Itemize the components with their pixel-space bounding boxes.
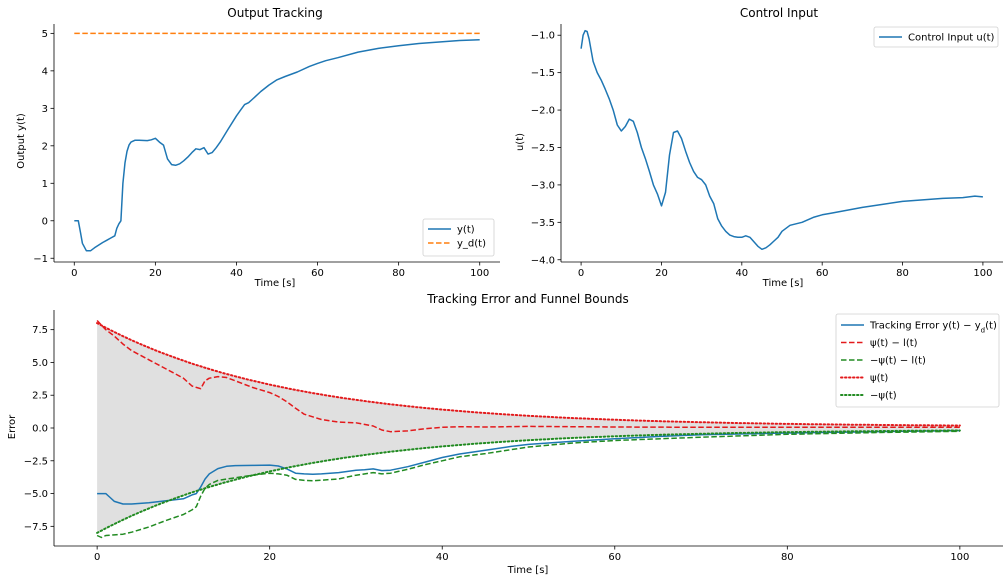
funnel-region [97, 323, 960, 533]
y-tick-label: 1 [42, 179, 48, 190]
x-tick-label: 0 [94, 552, 100, 563]
y-tick-label: 7.5 [32, 325, 48, 336]
chart-title: Output Tracking [227, 6, 322, 20]
x-tick-label: 80 [781, 552, 794, 563]
y-tick-label: −2.0 [531, 106, 555, 117]
y-tick-label: −1.5 [531, 68, 555, 79]
legend-label: −ψ(t) [870, 391, 897, 402]
series-line-0 [580, 29, 983, 251]
x-axis-label: Time [s] [762, 278, 804, 289]
legend-label: ψ(t) [870, 373, 888, 384]
x-tick-label: 80 [392, 268, 405, 279]
x-tick-label: 0 [71, 268, 77, 279]
series-line-1 [96, 319, 960, 433]
y-tick-label: 0 [42, 216, 48, 227]
y-tick-label: −1.0 [531, 31, 555, 42]
y-tick-label: 2.5 [32, 391, 48, 402]
x-tick-label: 60 [311, 268, 324, 279]
series-line-4 [96, 429, 961, 534]
legend-label: y_d(t) [457, 239, 486, 250]
series-line-3 [96, 322, 961, 427]
x-tick-label: 20 [263, 552, 276, 563]
chart-title: Control Input [740, 6, 819, 20]
chart-control-input: Control Input Time [s] u(t) 0 20 40 60 80 100… [515, 6, 1003, 289]
x-tick-label: 100 [950, 552, 969, 563]
y-axis-label: Output y(t) [16, 113, 27, 169]
x-tick-label: 40 [735, 268, 748, 279]
y-axis-label: u(t) [515, 133, 526, 151]
chart-title: Tracking Error and Funnel Bounds [426, 292, 628, 306]
x-tick-label: 80 [896, 268, 909, 279]
y-tick-label: −2.5 [24, 456, 48, 467]
legend-label: −ψ(t) − l(t) [870, 356, 926, 367]
y-tick-label: −4.0 [531, 255, 555, 266]
y-tick-label: −1 [33, 254, 48, 265]
x-tick-label: 40 [436, 552, 449, 563]
x-tick-label: 100 [470, 268, 489, 279]
y-tick-label: 5 [42, 29, 48, 40]
legend-label: Tracking Error y(t) − yd(t) [869, 321, 997, 335]
legend: Tracking Error y(t) − yd(t) ψ(t) − l(t) −ψ… [835, 313, 1000, 408]
chart-tracking-error: Tracking Error and Funnel Bounds Time [s… [7, 292, 1003, 576]
y-tick-label: −7.5 [24, 522, 48, 533]
legend-label: Control Input u(t) [908, 33, 995, 44]
y-tick-label: 2 [42, 141, 48, 152]
y-tick-label: −5.0 [24, 489, 48, 500]
y-tick-label: 5.0 [32, 358, 48, 369]
x-tick-label: 20 [149, 268, 162, 279]
x-tick-label: 0 [578, 268, 584, 279]
x-tick-label: 100 [973, 268, 992, 279]
legend: y(t) y_d(t) [422, 218, 495, 257]
y-tick-label: 4 [42, 66, 48, 77]
x-tick-label: 20 [655, 268, 668, 279]
x-axis-label: Time [s] [507, 565, 549, 576]
y-tick-label: −3.0 [531, 180, 555, 191]
legend-label: ψ(t) − l(t) [870, 338, 918, 349]
y-tick-label: −2.5 [531, 143, 555, 154]
y-tick-label: 0.0 [32, 424, 48, 435]
chart-output-tracking: Output Tracking Time [s] Output y(t) 0 20… [16, 6, 500, 289]
x-tick-label: 60 [816, 268, 829, 279]
x-tick-label: 40 [230, 268, 243, 279]
x-tick-label: 60 [608, 552, 621, 563]
series-line-2 [96, 430, 960, 539]
legend-label: y(t) [457, 225, 475, 236]
series-line-0 [74, 38, 480, 252]
legend: Control Input u(t) [873, 26, 999, 48]
y-axis-label: Error [7, 414, 18, 439]
x-axis-label: Time [s] [254, 278, 296, 289]
y-tick-label: 3 [42, 104, 48, 115]
y-tick-label: −3.5 [531, 218, 555, 229]
